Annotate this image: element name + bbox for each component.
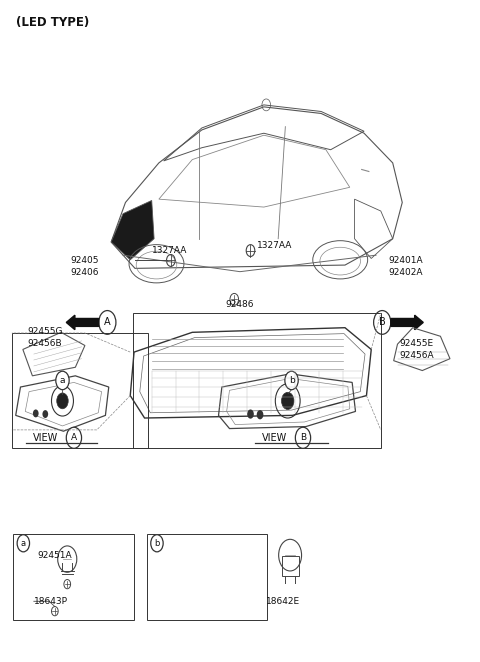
Circle shape [66,427,82,448]
Text: (LED TYPE): (LED TYPE) [16,16,89,29]
Text: a: a [21,539,26,547]
FancyArrow shape [66,315,99,330]
Text: 92405
92406: 92405 92406 [71,256,99,277]
Text: 1327AA: 1327AA [152,246,187,255]
Text: VIEW: VIEW [262,433,287,443]
Circle shape [17,535,30,552]
Circle shape [281,393,294,410]
Circle shape [33,410,38,417]
Text: 92451A: 92451A [37,551,72,559]
Text: 92455G
92456B: 92455G 92456B [28,327,63,348]
Polygon shape [111,201,154,260]
Text: VIEW: VIEW [33,433,58,443]
Text: A: A [104,318,111,328]
Bar [147,534,267,620]
Text: 92401A
92402A: 92401A 92402A [388,256,422,277]
Text: 92455E
92456A: 92455E 92456A [400,339,434,360]
Circle shape [373,310,391,334]
Text: b: b [154,539,160,547]
Text: B: B [379,318,385,328]
Bar [132,313,381,448]
Bar [12,333,148,448]
Bar [13,534,133,620]
Text: a: a [60,376,65,385]
Circle shape [295,427,311,448]
Text: 18643P: 18643P [34,596,68,606]
Circle shape [99,310,116,334]
Circle shape [285,371,298,390]
Text: B: B [300,434,306,442]
Circle shape [56,371,69,390]
Text: 18642E: 18642E [266,596,300,606]
Circle shape [151,535,163,552]
Circle shape [42,410,48,418]
Text: 1327AA: 1327AA [257,241,292,250]
Bar [281,557,299,576]
FancyArrow shape [391,315,423,330]
Text: b: b [288,376,294,385]
Text: A: A [71,434,77,442]
Circle shape [57,393,68,409]
Circle shape [257,410,264,419]
Circle shape [247,410,254,418]
Text: 92486: 92486 [226,300,254,309]
